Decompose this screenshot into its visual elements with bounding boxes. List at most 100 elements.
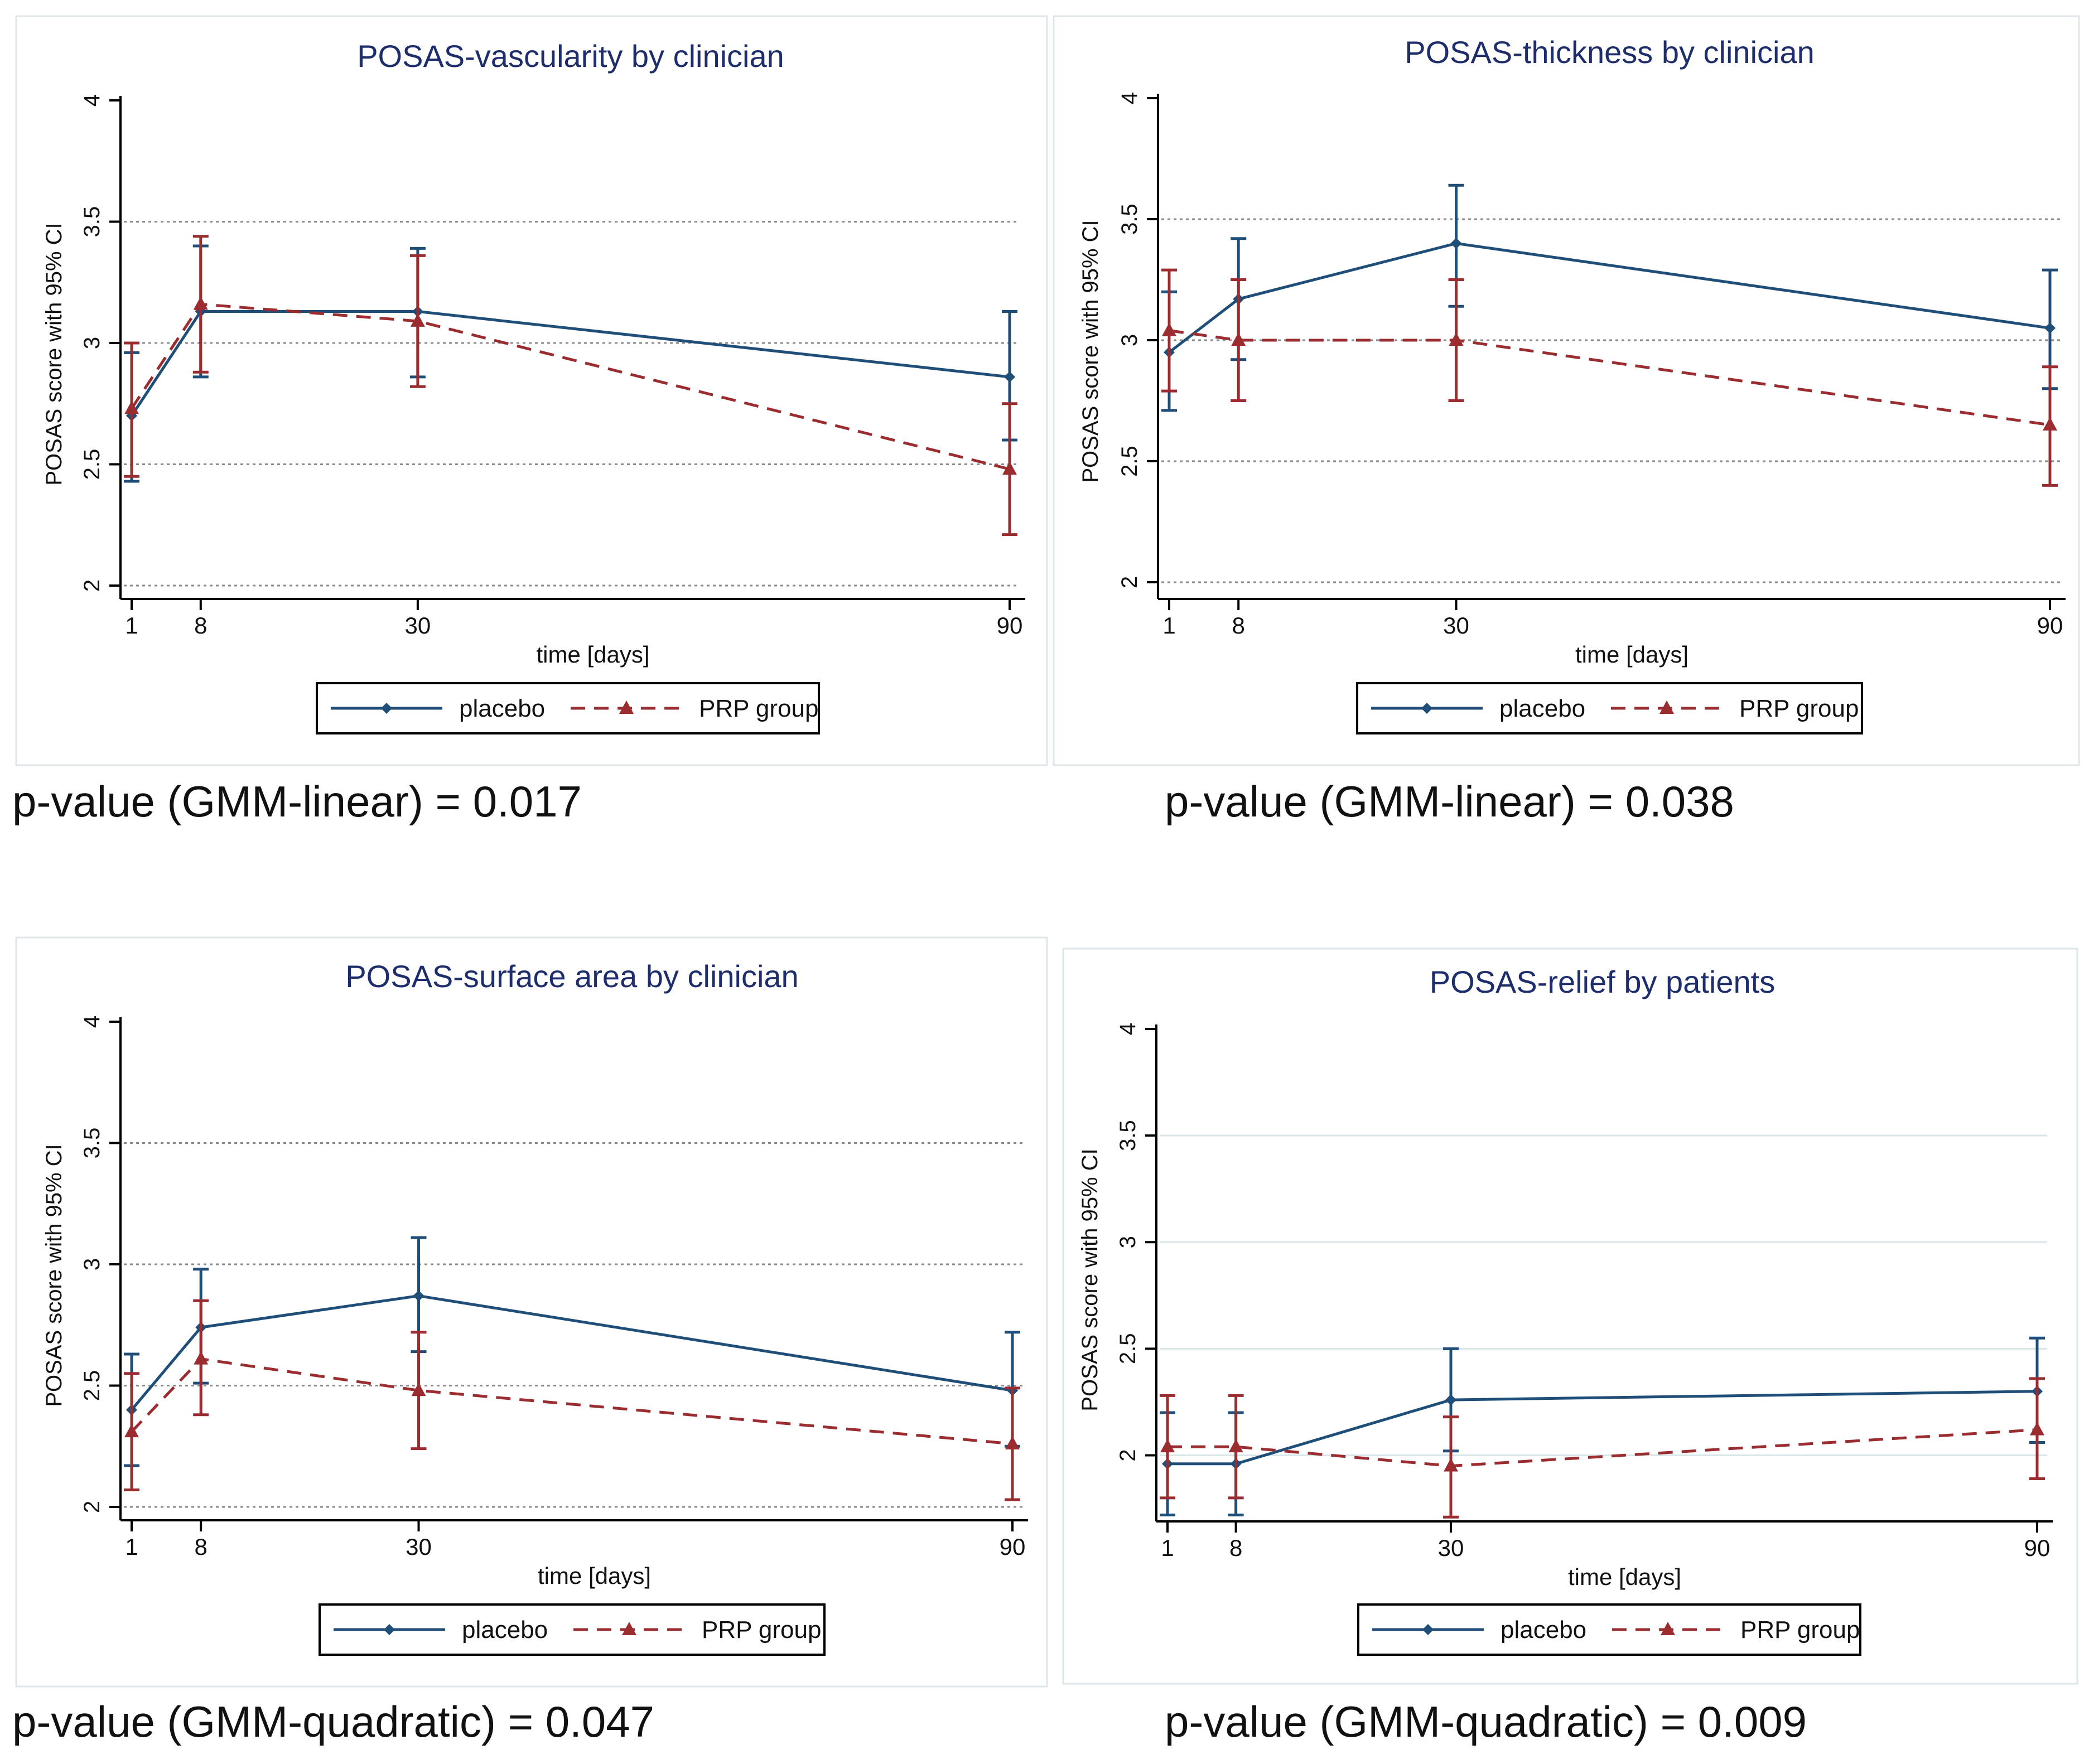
series-prp [1160, 1377, 2045, 1519]
y-tick-label: 3.5 [80, 206, 104, 238]
x-tick-label: 8 [1229, 1535, 1242, 1561]
y-tick-label: 4 [1117, 92, 1142, 104]
series-line [130, 310, 1010, 417]
x-tick-label: 1 [125, 1534, 138, 1560]
y-tick-label: 2 [1116, 1449, 1140, 1461]
chart-frame [1062, 948, 2078, 1685]
legend-label-prp: PRP group [1740, 1616, 1860, 1644]
data-point [1449, 332, 1464, 346]
data-point [194, 1351, 209, 1365]
x-axis-label: time [days] [1575, 641, 1688, 668]
x-tick-label: 1 [1161, 1535, 1174, 1561]
legend-marker-prp [1661, 1622, 1675, 1635]
y-tick-label: 3.5 [1117, 204, 1142, 235]
legend-label-placebo: placebo [1501, 1616, 1586, 1644]
x-tick-label: 30 [406, 1534, 432, 1560]
y-tick-label: 3.5 [80, 1128, 104, 1159]
legend: placebo PRP group [1357, 1603, 1861, 1656]
legend-label-prp: PRP group [702, 1616, 821, 1644]
x-tick-label: 1 [1162, 612, 1175, 639]
x-tick-label: 8 [1232, 612, 1245, 639]
y-tick-label: 3 [80, 1258, 104, 1270]
x-axis-label: time [days] [538, 1563, 651, 1589]
series-prp [124, 235, 1017, 537]
y-tick-label: 4 [80, 1016, 104, 1028]
data-point [124, 1424, 139, 1438]
chart-vascularity: POSAS-vascularity by clinician 2 2.5 3 3.5 4 P… [15, 15, 1048, 766]
chart-svg: POSAS-vascularity by clinician 2 2.5 3 3.5 4 P… [15, 15, 1048, 766]
x-axis-label: time [days] [1568, 1564, 1681, 1590]
x-tick-label: 90 [1000, 1534, 1026, 1560]
chart-title: POSAS-vascularity by clinician [357, 38, 784, 74]
chart-surface-area: POSAS-surface area by clinician 2 2.5 3 3.5 4… [15, 936, 1048, 1688]
chart-frame [15, 936, 1048, 1688]
data-point [411, 1383, 426, 1396]
x-tick-label: 30 [405, 612, 431, 639]
x-tick-label: 30 [1443, 612, 1469, 639]
series-prp [1161, 268, 2058, 487]
data-point [2043, 417, 2057, 431]
x-tick-label: 1 [125, 612, 138, 639]
data-point [2030, 1422, 2044, 1436]
y-tick-label: 2 [1117, 576, 1142, 588]
x-tick-label: 8 [195, 1534, 208, 1560]
data-point [1004, 371, 1015, 383]
y-axis-label: POSAS score with 95% CI [1078, 1148, 1102, 1411]
data-point [1450, 238, 1462, 249]
y-tick-label: 2.5 [80, 449, 104, 480]
pvalue-relief: p-value (GMM-quadratic) = 0.009 [1165, 1697, 1807, 1746]
y-tick-label: 3 [1116, 1236, 1140, 1248]
y-tick-label: 2 [80, 1501, 104, 1513]
chart-frame [1053, 15, 2080, 766]
series-line [1167, 1428, 2038, 1468]
data-point [413, 1290, 424, 1302]
legend-marker-placebo [384, 1624, 395, 1635]
y-axis-label: POSAS score with 95% CI [42, 223, 66, 485]
data-point [1005, 1436, 1020, 1449]
legend-label-placebo: placebo [1499, 695, 1585, 722]
legend-marker-placebo [381, 703, 392, 714]
data-point [1162, 322, 1176, 336]
legend: placebo PRP group [316, 682, 820, 734]
chart-svg: POSAS-thickness by clinician 2 2.5 3 3.5 4 POS… [1053, 15, 2080, 766]
y-tick-label: 4 [80, 94, 104, 107]
legend-marker-prp [619, 700, 634, 714]
y-tick-label: 3 [80, 337, 104, 349]
data-point [1445, 1394, 1456, 1406]
y-tick-label: 2.5 [1117, 446, 1142, 477]
legend-label-prp: PRP group [699, 695, 818, 722]
series-line [131, 1294, 1013, 1411]
chart-title: POSAS-relief by patients [1430, 964, 1775, 999]
chart-frame [15, 15, 1048, 766]
y-tick-label: 2.5 [80, 1370, 104, 1401]
legend-marker-prp [622, 1622, 636, 1635]
x-tick-label: 30 [1438, 1535, 1464, 1561]
chart-relief: POSAS-relief by patients 2 2.5 3 3.5 4 POSAS s… [1062, 948, 2078, 1685]
pvalue-surface-area: p-value (GMM-quadratic) = 0.047 [12, 1697, 654, 1746]
x-tick-label: 8 [194, 612, 207, 639]
data-point [1443, 1458, 1458, 1472]
series-line [1167, 1390, 2038, 1466]
legend-marker-placebo [1421, 703, 1432, 714]
x-tick-label: 90 [2037, 612, 2063, 639]
series-prp [124, 1299, 1020, 1501]
data-point [124, 400, 139, 414]
legend-marker-prp [1659, 700, 1674, 714]
data-point [1228, 1439, 1243, 1453]
y-tick-label: 3 [1117, 334, 1142, 346]
chart-title: POSAS-thickness by clinician [1405, 35, 1815, 70]
chart-thickness: POSAS-thickness by clinician 2 2.5 3 3.5 4 POS… [1053, 15, 2080, 766]
data-point [1002, 461, 1017, 475]
legend-label-placebo: placebo [459, 695, 545, 722]
x-tick-label: 90 [2024, 1535, 2051, 1561]
data-point [1160, 1439, 1175, 1453]
y-tick-label: 2.5 [1116, 1333, 1140, 1365]
y-axis-label: POSAS score with 95% CI [1078, 220, 1103, 482]
chart-svg: POSAS-relief by patients 2 2.5 3 3.5 4 POSAS s… [1062, 948, 2078, 1685]
data-point [410, 313, 425, 327]
series-line [131, 1357, 1013, 1446]
data-point [2044, 322, 2056, 334]
series-line [1169, 329, 2051, 427]
legend: placebo PRP group [319, 1603, 826, 1656]
y-tick-label: 3.5 [1116, 1120, 1140, 1151]
